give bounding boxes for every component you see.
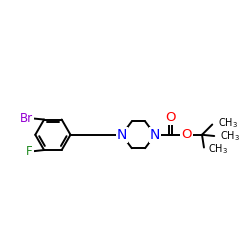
Text: N: N [117,128,127,142]
Text: N: N [150,128,160,142]
Text: CH$_3$: CH$_3$ [218,116,238,130]
Text: CH$_3$: CH$_3$ [220,129,240,143]
Text: F: F [26,145,33,158]
Text: Br: Br [20,112,33,125]
Text: O: O [165,112,175,124]
Text: O: O [181,128,192,141]
Text: CH$_3$: CH$_3$ [208,142,228,156]
